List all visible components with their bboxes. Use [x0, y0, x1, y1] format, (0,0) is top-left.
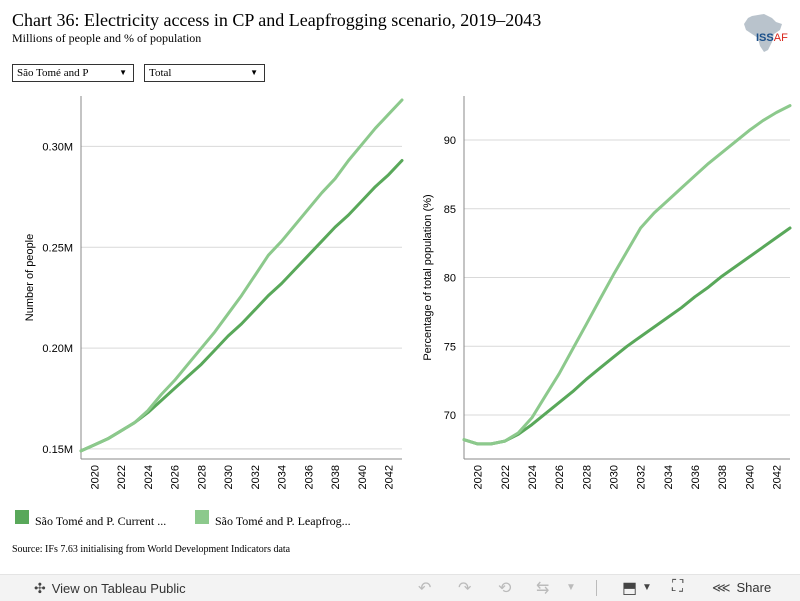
- y-tick-label: 0.30M: [42, 141, 73, 153]
- y-tick-label: 0.15M: [42, 444, 73, 456]
- redo-icon[interactable]: ↷: [458, 580, 472, 597]
- x-tick-label: 2038: [330, 465, 342, 489]
- x-tick-label: 2022: [500, 465, 512, 489]
- y-axis-title: Number of people: [24, 234, 36, 321]
- x-tick-label: 2032: [636, 465, 648, 489]
- legend-label-current-path: São Tomé and P. Current ...: [35, 514, 167, 528]
- series-line-leapfrogging: [462, 104, 792, 446]
- x-tick-label: 2040: [357, 465, 369, 489]
- y-tick-label: 75: [444, 341, 456, 353]
- x-tick-label: 2036: [690, 465, 702, 489]
- x-tick-label: 2024: [143, 465, 155, 489]
- y-tick-label: 80: [444, 273, 456, 285]
- legend-swatch-leapfrogging: [195, 510, 209, 524]
- x-tick-label: 2028: [581, 465, 593, 489]
- share-button[interactable]: ⋘ Share: [712, 580, 771, 596]
- undo-icon[interactable]: ↶: [418, 580, 432, 597]
- y-tick-label: 70: [444, 410, 456, 422]
- x-tick-label: 2026: [554, 465, 566, 489]
- chart-title: Chart 36: Electricity access in CP and L…: [12, 10, 542, 30]
- download-icon[interactable]: ⬒: [622, 580, 638, 597]
- download-dropdown-icon[interactable]: ▼: [642, 582, 652, 593]
- type-dropdown[interactable]: Total ▼: [144, 64, 265, 82]
- logo-iss: ISS: [756, 32, 774, 44]
- dropdown-arrow-icon: ▼: [250, 68, 258, 77]
- share-icon: ⋘: [712, 580, 731, 595]
- x-tick-label: 2020: [89, 465, 101, 489]
- y-tick-label: 85: [444, 204, 456, 216]
- view-on-tableau-link[interactable]: ✣ View on Tableau Public: [34, 580, 186, 597]
- series-line-current-path: [462, 226, 792, 446]
- series-line-leapfrogging: [79, 98, 404, 453]
- x-tick-label: 2034: [277, 465, 289, 489]
- series-line-current-path: [79, 159, 404, 453]
- x-tick-label: 2036: [303, 465, 315, 489]
- revert-icon[interactable]: ⟲: [498, 580, 512, 597]
- logo-af: AF: [773, 32, 788, 44]
- x-tick-label: 2034: [663, 465, 675, 489]
- x-tick-label: 2024: [527, 465, 539, 489]
- source-note: Source: IFs 7.63 initialising from World…: [12, 544, 291, 555]
- x-tick-label: 2022: [116, 465, 128, 489]
- x-tick-label: 2042: [771, 465, 783, 489]
- y-axis-title: Percentage of total population (%): [422, 194, 434, 360]
- x-tick-label: 2038: [717, 465, 729, 489]
- x-tick-label: 2030: [608, 465, 620, 489]
- x-tick-label: 2032: [250, 465, 262, 489]
- iss-logo-text: ISSAF: [756, 32, 788, 44]
- legend-swatch-current-path: [15, 510, 29, 524]
- tableau-footer: ✣ View on Tableau Public ↶ ↷ ⟲ ⇆ ▼ ⬒ ▼ ⛶ …: [0, 574, 800, 601]
- country-dropdown-value: São Tomé and P: [17, 67, 89, 79]
- chart-people: 0.15M 0.20M 0.25M 0.30M 2020 2022 2024 2026 2028…: [24, 96, 404, 489]
- x-tick-label: 2030: [223, 465, 235, 489]
- type-dropdown-value: Total: [149, 67, 172, 79]
- africa-map-logo: [744, 14, 782, 52]
- x-tick-label: 2026: [170, 465, 182, 489]
- view-on-tableau-label: View on Tableau Public: [51, 581, 186, 596]
- share-label: Share: [736, 580, 772, 595]
- refresh-dropdown-icon[interactable]: ▼: [566, 582, 576, 593]
- legend-label-leapfrogging: São Tomé and P. Leapfrog...: [215, 514, 351, 528]
- x-tick-label: 2020: [473, 465, 485, 489]
- x-tick-label: 2028: [196, 465, 208, 489]
- dropdown-arrow-icon: ▼: [119, 68, 127, 77]
- x-tick-label: 2042: [384, 465, 396, 489]
- footer-separator: [596, 580, 597, 596]
- y-tick-label: 90: [444, 135, 456, 147]
- chart-percent: 70 75 80 85 90 2020 2022 2024 2026 2028 2030 2032 20…: [422, 96, 792, 489]
- refresh-icon[interactable]: ⇆: [536, 580, 550, 597]
- tableau-logo-icon: ✣: [34, 580, 46, 596]
- x-tick-label: 2040: [744, 465, 756, 489]
- chart-subtitle: Millions of people and % of population: [12, 31, 202, 45]
- y-tick-label: 0.20M: [42, 343, 73, 355]
- y-tick-label: 0.25M: [42, 242, 73, 254]
- country-dropdown[interactable]: São Tomé and P ▼: [12, 64, 134, 82]
- fullscreen-icon[interactable]: ⛶: [672, 578, 684, 595]
